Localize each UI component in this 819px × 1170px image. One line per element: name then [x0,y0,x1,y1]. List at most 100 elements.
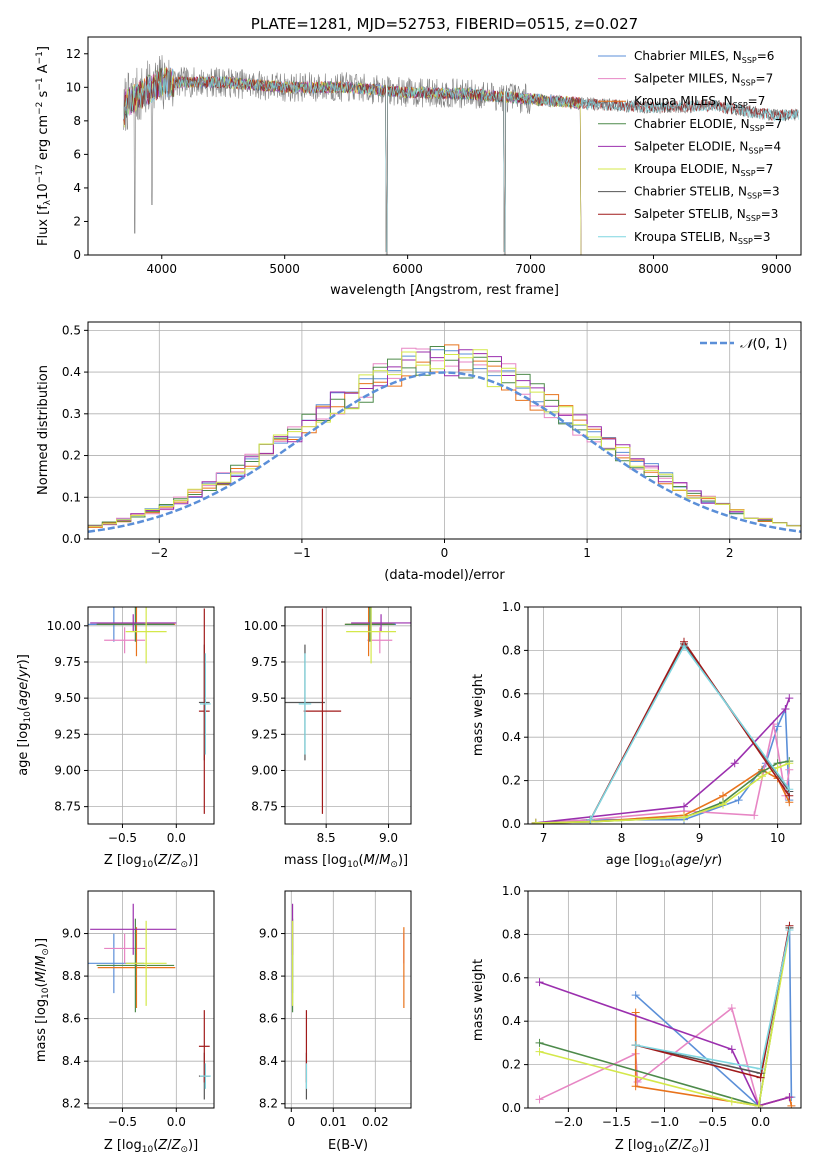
y-tick-label: 1.0 [502,600,521,614]
age-vs-Z-grid [88,607,214,824]
weight-marker [632,1082,640,1090]
y-tick-label: 0.2 [62,449,81,463]
y-tick-label: 10 [66,80,81,94]
age-vs-Z-xlabel-text: Z [log [104,853,142,868]
x-tick-label: 0.02 [362,1115,389,1129]
residual-legend: 𝒩(0, 1) [700,337,787,352]
legend-entry-name: Chabrier ELODIE, N [634,117,750,131]
x-tick-label: 9000 [761,262,792,276]
legend-entry-suffix: =3 [761,207,779,221]
x-tick-label: 9.0 [379,831,398,845]
spectrum-xlabel: wavelength [Angstrom, rest frame] [330,283,559,298]
legend-entry-name: Salpeter ELODIE, N [634,139,748,153]
y-tick-label: 6 [73,147,81,161]
y-tick-label: 2 [73,214,81,228]
y-tick-label: 0.1 [62,490,81,504]
legend-entry: Kroupa MILES, NSSP=7 [634,94,765,110]
x-tick-label: −1 [293,546,311,560]
legend-entry: Kroupa STELIB, NSSP=3 [634,230,771,246]
weight-marker [787,1102,795,1110]
weight-vs-age-ylabel: mass weight [471,674,486,756]
residual-ylabel: Normed distribution [36,365,51,495]
age-vs-Z-ylabel: age [log10(age/yr)] [16,654,33,776]
spectrum-ylabel: Flux [fλ10−17 erg cm−2 s−1 A−1] [35,46,53,246]
legend-entry-sub: SSP [746,214,761,223]
x-tick-label: 6000 [392,262,423,276]
mass-vs-Z-frame [88,891,214,1108]
legend-entry-name: Kroupa STELIB, N [634,230,738,244]
age-vs-mass-grid [285,607,411,824]
age-vs-Z-xlabel: Z [log10(Z/Z⊙)] [104,853,198,870]
x-tick-label: −2 [150,546,168,560]
legend-entry-sub: SSP [742,56,757,65]
spectrum-ylabel-text: Flux [f [36,205,51,246]
legend-entry-sub: SSP [741,169,756,178]
y-tick-label: 0.2 [502,774,521,788]
legend-entry-suffix: =3 [753,230,771,244]
legend-entry-suffix: =7 [748,94,766,108]
x-tick-label: 8.5 [317,831,336,845]
weight-vs-age-data [532,638,794,827]
legend-entry-suffix: =3 [762,185,780,199]
legend-entry-suffix: =4 [763,139,781,153]
legend-entry: Chabrier MILES, NSSP=6 [634,49,774,65]
x-tick-label: 5000 [269,262,300,276]
mass-vs-ebv-xlabel: E(B-V) [328,1138,368,1153]
y-tick-label: 0 [73,248,81,262]
x-tick-label: 8 [618,831,626,845]
residual-xlabel: (data-model)/error [384,568,505,583]
weight-vs-Z-grid [528,891,801,1108]
y-tick-label: 8.75 [251,800,278,814]
x-tick-label: 1 [583,546,591,560]
legend-entry-sub: SSP [738,237,753,246]
x-tick-label: −0.5 [698,1115,727,1129]
age-vs-mass-frame [285,607,411,824]
y-tick-label: 8.2 [62,1097,81,1111]
y-tick-label: 0.3 [62,407,81,421]
weight-marker [532,819,540,827]
legend-entry-name: Chabrier STELIB, N [634,185,747,199]
x-tick-label: 8000 [638,262,669,276]
x-tick-label: −2.0 [554,1115,583,1129]
x-tick-label: −0.5 [108,831,137,845]
x-tick-label: 9 [696,831,704,845]
x-tick-label: 0 [287,1115,295,1129]
weight-vs-age-panel: 7 8 9 100.00.20.40.60.81.0 age [log10(age/y… [471,600,801,870]
legend-entry: Salpeter ELODIE, NSSP=4 [634,139,781,155]
y-tick-label: 9.0 [62,927,81,941]
y-tick-label: 9.75 [54,655,81,669]
y-tick-label: 8.8 [62,969,81,983]
weight-line [536,709,790,823]
age-vs-mass-xlabel: mass [log10(M/M⊙)] [284,853,408,870]
legend-entry-sub: SSP [748,146,763,155]
weight-marker [632,1041,640,1049]
x-tick-label: −1.0 [650,1115,679,1129]
y-tick-label: 0.8 [502,927,521,941]
legend-entry-name: Chabrier MILES, N [634,49,742,63]
weight-vs-age-xlabel-text: age [log [606,853,659,868]
y-tick-label: 9.25 [251,727,278,741]
x-tick-label: 7000 [515,262,546,276]
mass-vs-ebv-grid [285,891,411,1108]
age-vs-Z-panel: −0.5 0.0 8.75 9.00 9.25 9.50 9.75 10.00 Z [log1… [16,593,214,870]
y-tick-label: 8.8 [259,969,278,983]
legend-entry-suffix: =7 [756,72,774,86]
mass-vs-Z-ylabel-text: mass [log [34,999,49,1062]
y-tick-label: 9.50 [251,691,278,705]
y-tick-label: 0.4 [62,365,81,379]
weight-marker [536,1039,544,1047]
y-tick-label: 12 [66,47,81,61]
x-tick-label: 0 [441,546,449,560]
weight-marker [785,926,793,934]
weight-line [636,928,792,1106]
residual-panel: −2 −1 0 1 2 0.0 0.1 0.2 0.3 0.4 0.5 (data-model)/e… [36,322,815,583]
x-tick-label: 2 [726,546,734,560]
y-tick-label: 0.4 [502,1014,521,1028]
age-vs-Z-ticks: −0.5 0.0 8.75 9.00 9.25 9.50 9.75 10.00 [47,619,186,845]
legend-normal-label: 𝒩(0, 1) [740,337,787,352]
legend-entry-sub: SSP [741,79,756,88]
weight-marker [536,1095,544,1103]
spectrum-title: PLATE=1281, MJD=52753, FIBERID=0515, z=0… [251,15,638,33]
y-tick-label: 9.25 [54,727,81,741]
age-vs-mass-panel: 8.5 9.0 8.75 9.00 9.25 9.50 9.75 10.00 mass [lo… [244,593,411,870]
